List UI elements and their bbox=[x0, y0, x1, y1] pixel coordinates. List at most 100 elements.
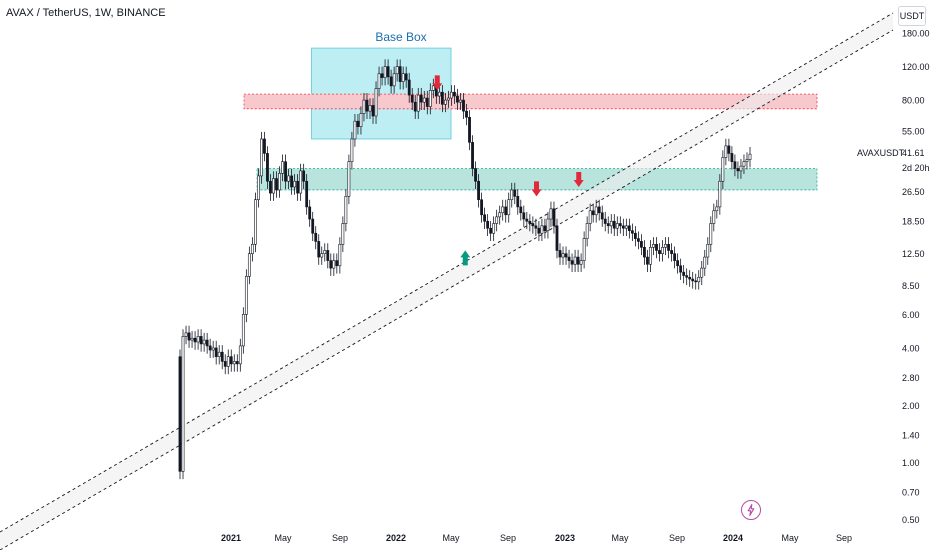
candle bbox=[691, 271, 695, 289]
candle bbox=[513, 182, 517, 205]
candle bbox=[480, 192, 483, 223]
candle bbox=[706, 237, 710, 265]
price-tick-label: 2.00 bbox=[902, 401, 920, 411]
candle bbox=[263, 131, 266, 162]
candle bbox=[193, 331, 197, 350]
candle bbox=[546, 211, 550, 239]
candle bbox=[365, 92, 369, 119]
candle bbox=[305, 174, 309, 215]
candle bbox=[465, 104, 468, 126]
candle bbox=[637, 231, 640, 250]
candle bbox=[302, 163, 306, 190]
candle bbox=[531, 216, 535, 234]
candle bbox=[579, 253, 583, 273]
candle bbox=[226, 349, 230, 375]
resistance-zone[interactable] bbox=[243, 93, 818, 110]
candle bbox=[238, 338, 242, 372]
candle bbox=[582, 231, 586, 269]
time-tick-label: Sep bbox=[669, 533, 685, 543]
candle bbox=[374, 81, 378, 124]
candle bbox=[489, 221, 493, 242]
candle bbox=[498, 205, 502, 225]
symbol-title[interactable]: AVAX / TetherUS, 1W, BINANCE bbox=[6, 7, 166, 19]
candle bbox=[685, 268, 689, 286]
candle bbox=[296, 174, 300, 201]
time-tick-label: Sep bbox=[332, 533, 348, 543]
channel-upper-line[interactable] bbox=[0, 12, 894, 533]
sell-arrow-icon[interactable] bbox=[573, 171, 584, 187]
candle bbox=[398, 59, 402, 90]
candle bbox=[395, 59, 399, 82]
candle bbox=[311, 211, 315, 242]
candle bbox=[235, 354, 239, 372]
candle bbox=[576, 249, 580, 273]
candle bbox=[627, 218, 631, 239]
time-tick-label: May bbox=[611, 533, 629, 543]
candle bbox=[721, 150, 725, 190]
candle bbox=[504, 199, 508, 223]
channel-fill bbox=[0, 13, 893, 550]
candle bbox=[407, 72, 411, 103]
candle bbox=[410, 87, 414, 110]
flash-icon[interactable] bbox=[741, 500, 761, 520]
candle bbox=[232, 354, 236, 372]
price-tick-label: 26.50 bbox=[902, 187, 925, 197]
candle bbox=[422, 90, 426, 110]
base-box[interactable] bbox=[311, 47, 452, 140]
candle bbox=[606, 216, 610, 234]
candle bbox=[585, 216, 589, 247]
candle bbox=[383, 59, 387, 86]
candle bbox=[525, 211, 529, 230]
price-tick-label: 4.00 bbox=[902, 343, 920, 353]
candle bbox=[196, 329, 200, 350]
candle bbox=[537, 221, 541, 242]
candle bbox=[709, 216, 713, 253]
candle bbox=[425, 90, 429, 115]
candle bbox=[658, 243, 661, 262]
candle bbox=[573, 249, 577, 273]
candle bbox=[437, 85, 441, 104]
candle bbox=[643, 240, 646, 265]
candle bbox=[266, 146, 269, 190]
candle bbox=[272, 171, 275, 201]
candle bbox=[299, 163, 303, 201]
candle bbox=[223, 354, 227, 375]
candle bbox=[522, 205, 526, 227]
candle bbox=[682, 265, 686, 284]
price-tick-label: 12.50 bbox=[902, 249, 925, 259]
candle bbox=[220, 345, 224, 370]
candle bbox=[462, 92, 465, 119]
sell-arrow-icon[interactable] bbox=[432, 75, 443, 91]
candle bbox=[507, 192, 511, 223]
candle bbox=[567, 249, 571, 269]
buy-arrow-icon[interactable] bbox=[460, 250, 471, 266]
candle bbox=[471, 135, 474, 177]
candle bbox=[356, 114, 360, 135]
last-price-label: 41.61 bbox=[902, 148, 925, 158]
candle bbox=[661, 240, 664, 262]
price-tick-label: 1.00 bbox=[902, 458, 920, 468]
candle bbox=[341, 216, 345, 253]
candle bbox=[739, 159, 743, 179]
candle bbox=[640, 234, 643, 256]
currency-button[interactable]: USDT bbox=[898, 6, 926, 26]
candle bbox=[588, 203, 592, 232]
candle bbox=[353, 114, 357, 147]
candle bbox=[652, 237, 655, 256]
channel-lower-line[interactable] bbox=[0, 29, 894, 550]
candle bbox=[371, 98, 375, 124]
candle bbox=[281, 154, 284, 182]
candle bbox=[443, 92, 447, 113]
candle bbox=[694, 273, 698, 290]
candle bbox=[603, 211, 607, 232]
candle bbox=[450, 85, 453, 106]
candle bbox=[630, 223, 634, 242]
time-tick-label: May bbox=[274, 533, 292, 543]
candle bbox=[413, 95, 417, 119]
candle bbox=[474, 161, 477, 190]
sell-arrow-icon[interactable] bbox=[531, 181, 542, 197]
candle bbox=[392, 66, 396, 94]
candle bbox=[178, 349, 182, 480]
price-tick-label: 1.40 bbox=[902, 430, 920, 440]
